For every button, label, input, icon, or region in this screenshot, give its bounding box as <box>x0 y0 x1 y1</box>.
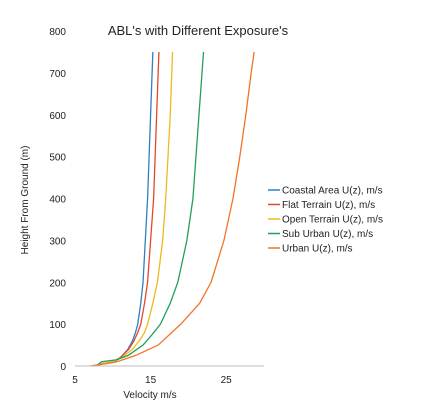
chart-title: ABL's with Different Exposure's <box>108 23 289 38</box>
y-tick-label: 700 <box>49 69 66 80</box>
legend-label: Coastal Area U(z), m/s <box>282 186 383 197</box>
legend-label: Flat Terrain U(z), m/s <box>282 200 375 211</box>
y-tick-label: 400 <box>49 195 66 206</box>
y-tick-label: 800 <box>49 27 66 38</box>
series-line-3 <box>91 51 174 367</box>
y-axis-label: Height From Ground (m) <box>20 146 31 255</box>
x-tick-label: 15 <box>145 375 157 386</box>
y-tick-label: 0 <box>60 362 66 373</box>
legend-label: Open Terrain U(z), m/s <box>282 215 383 226</box>
series-line-1 <box>95 51 154 367</box>
y-tick-label: 600 <box>49 111 66 122</box>
legend: Coastal Area U(z), m/s Flat Terrain U(z),… <box>268 186 383 255</box>
y-tick-label: 500 <box>49 153 66 164</box>
legend-label: Sub Urban U(z), m/s <box>282 229 373 240</box>
y-tick-label: 200 <box>49 278 66 289</box>
series-line-5 <box>90 51 255 367</box>
y-tick-label: 300 <box>49 236 66 247</box>
axes: 0 100 200 300 400 500 600 700 800 5 15 25 <box>49 27 264 386</box>
x-axis-label: Velocity m/s <box>123 390 176 401</box>
plot-area <box>90 51 255 367</box>
legend-label: Urban U(z), m/s <box>282 244 353 255</box>
x-tick-label: 5 <box>72 375 78 386</box>
x-tick-label: 25 <box>221 375 233 386</box>
y-tick-label: 100 <box>49 320 66 331</box>
series-line-4 <box>95 51 205 367</box>
